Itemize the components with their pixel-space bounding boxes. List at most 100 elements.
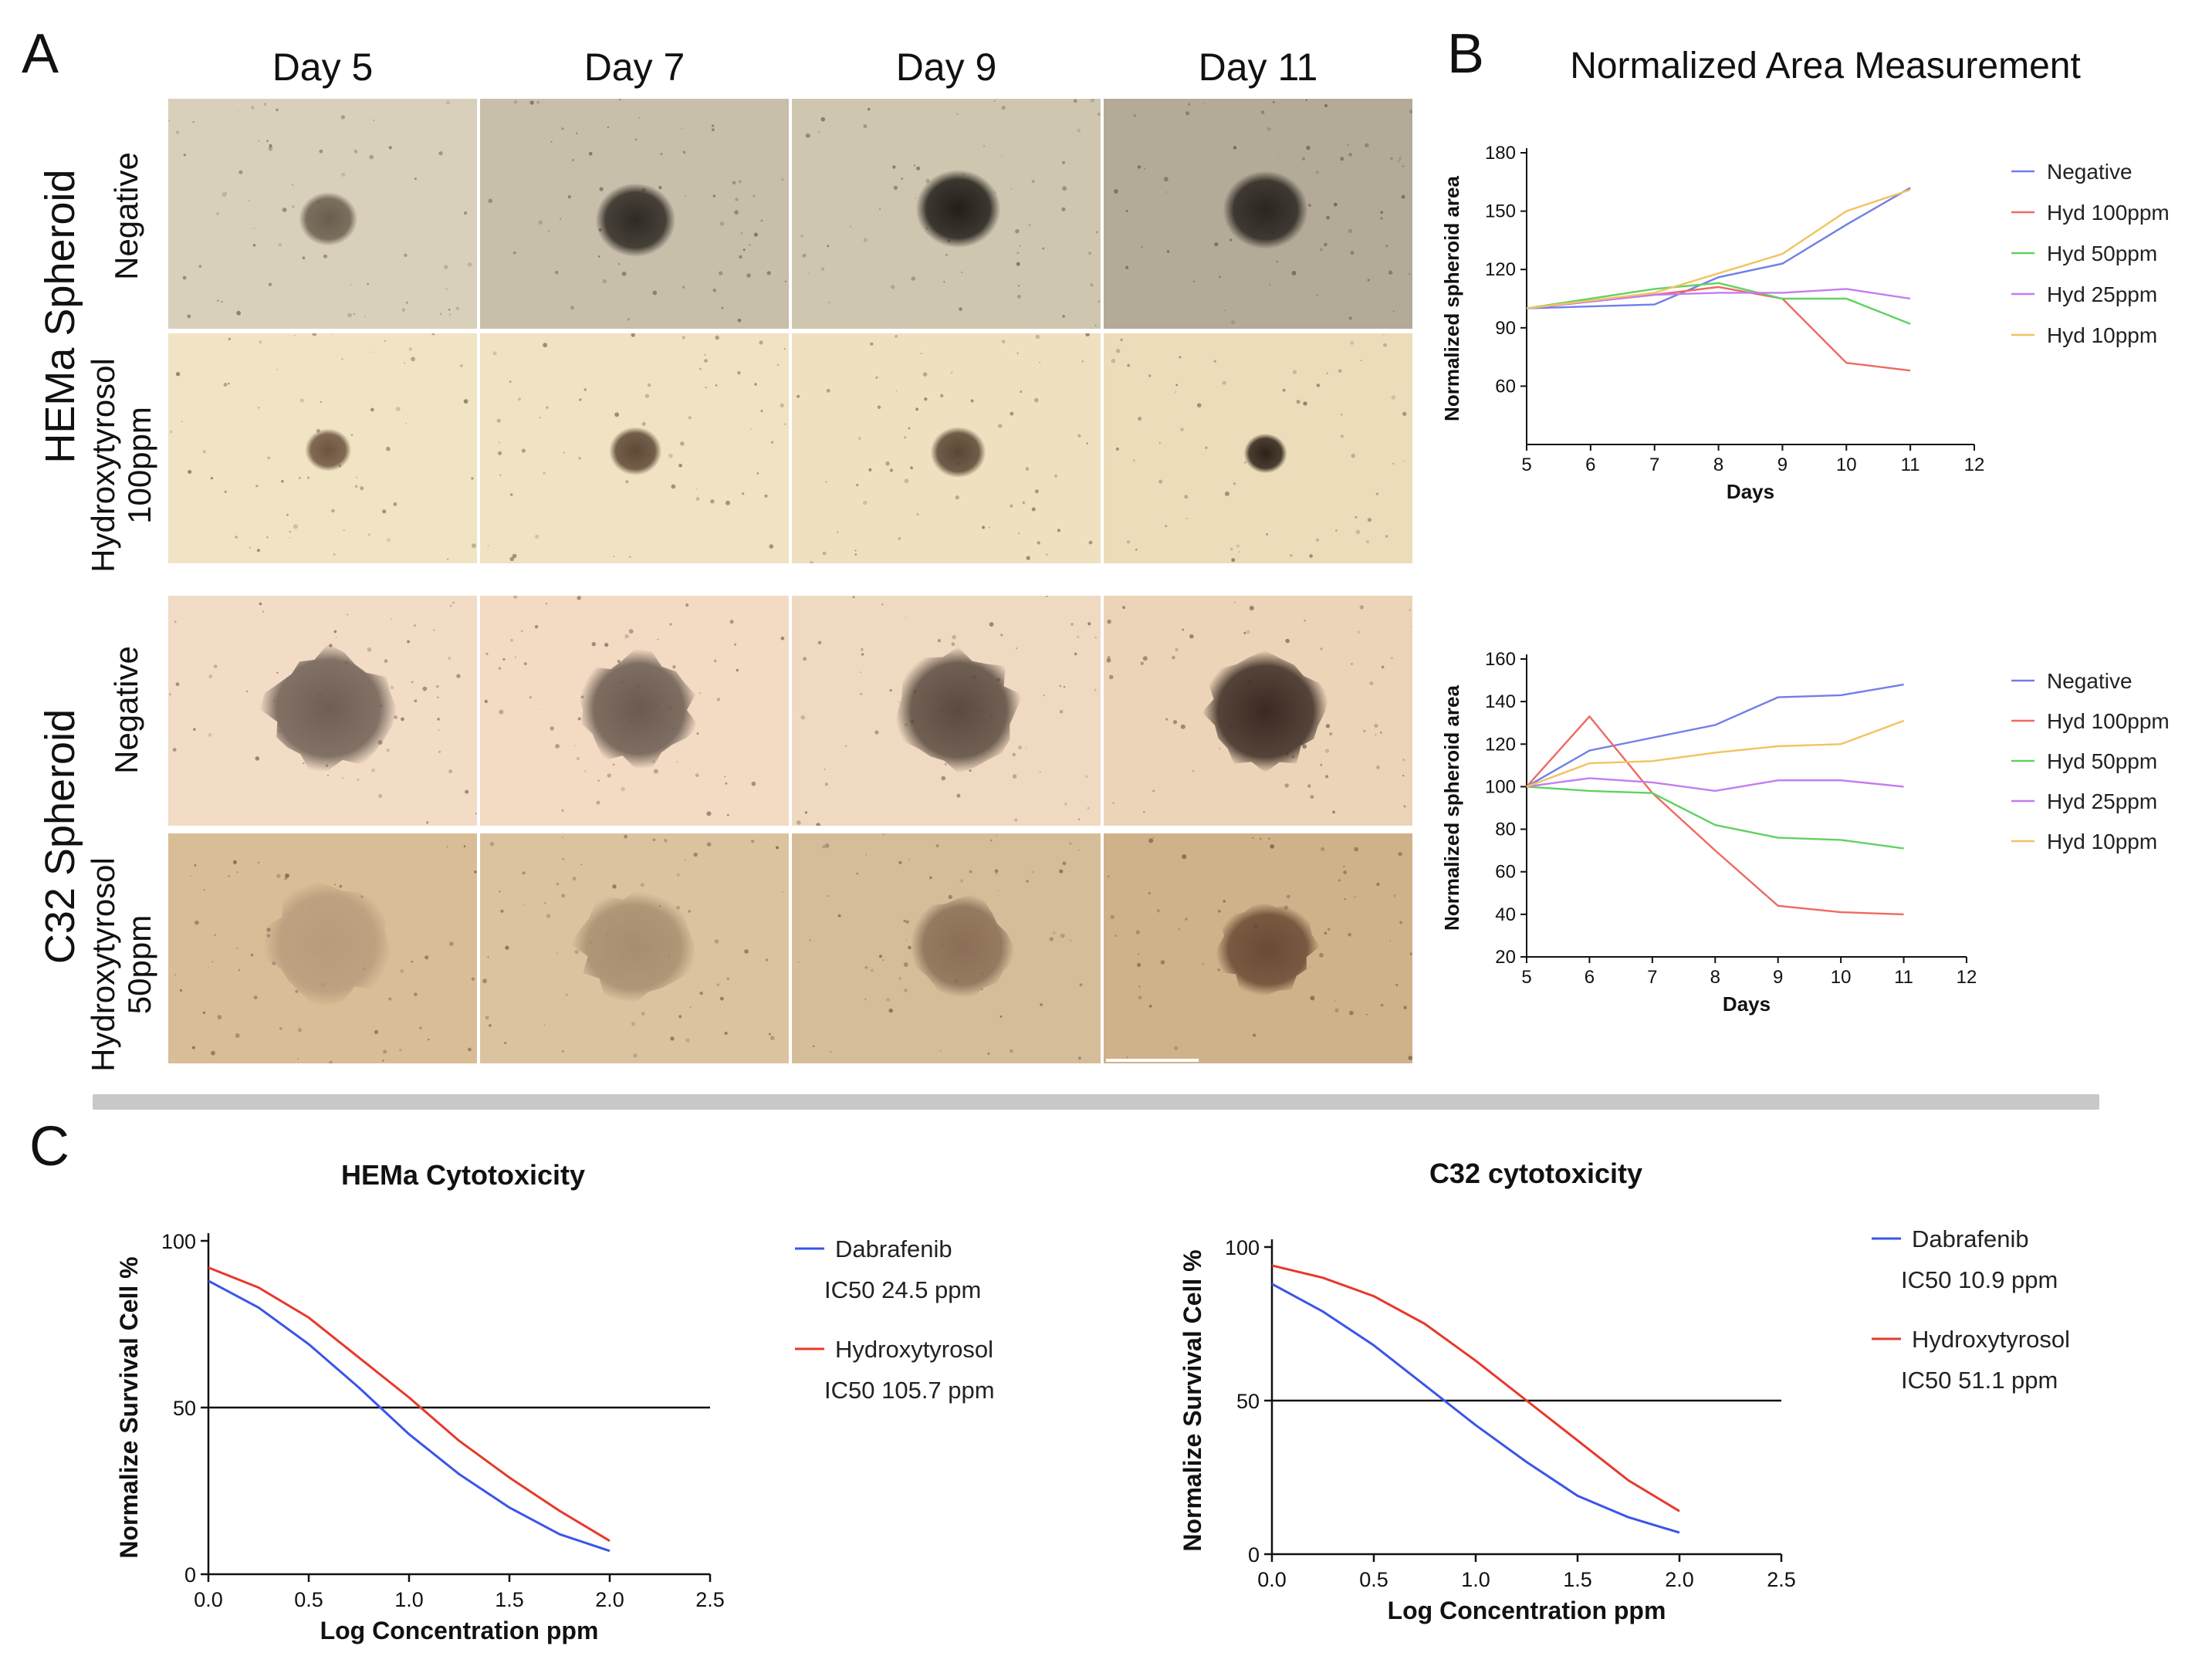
debris-speck xyxy=(889,468,894,472)
debris-speck xyxy=(1077,434,1081,438)
debris-speck xyxy=(1236,544,1240,548)
debris-speck xyxy=(546,914,551,918)
debris-speck xyxy=(888,1008,893,1013)
y-axis-title: Normalize Survival Cell % xyxy=(115,1256,143,1558)
debris-speck xyxy=(367,282,369,286)
debris-speck xyxy=(959,307,962,311)
debris-speck xyxy=(1087,252,1092,255)
debris-speck xyxy=(660,152,663,156)
debris-speck xyxy=(879,208,881,210)
debris-speck xyxy=(449,604,452,607)
debris-speck xyxy=(498,451,502,455)
debris-speck xyxy=(446,846,448,848)
legend-label: Negative xyxy=(2047,160,2133,184)
debris-speck xyxy=(983,144,986,147)
debris-speck xyxy=(387,538,391,542)
debris-speck xyxy=(1192,769,1195,772)
debris-speck xyxy=(216,211,219,215)
debris-speck xyxy=(502,657,506,661)
debris-speck xyxy=(341,172,346,177)
debris-speck xyxy=(343,529,345,532)
debris-speck xyxy=(844,745,847,747)
debris-speck xyxy=(1223,900,1226,903)
x-tick-label: 1.5 xyxy=(1563,1568,1592,1591)
debris-speck xyxy=(676,761,678,763)
spheroid xyxy=(915,170,1001,248)
spheroid xyxy=(578,648,699,769)
debris-speck xyxy=(955,495,959,500)
x-tick-label: 2.0 xyxy=(595,1588,624,1611)
panel-letter-c: C xyxy=(29,1116,69,1178)
debris-speck xyxy=(1380,1003,1384,1007)
debris-speck xyxy=(704,359,708,363)
debris-speck xyxy=(1365,143,1369,148)
debris-speck xyxy=(1393,894,1396,897)
debris-speck xyxy=(903,919,906,923)
debris-speck xyxy=(945,254,948,256)
debris-speck xyxy=(769,544,774,549)
debris-speck xyxy=(474,870,477,874)
debris-speck xyxy=(224,490,227,493)
debris-speck xyxy=(475,812,477,815)
debris-speck xyxy=(487,545,489,547)
debris-speck xyxy=(378,794,383,798)
debris-speck xyxy=(471,543,476,549)
debris-speck xyxy=(459,364,463,367)
debris-speck xyxy=(1365,539,1370,544)
debris-speck xyxy=(612,884,617,889)
debris-speck xyxy=(1046,596,1048,597)
debris-speck xyxy=(754,383,757,386)
series-line-negative xyxy=(1526,187,1911,309)
debris-speck xyxy=(1173,1046,1179,1051)
y-tick-label: 90 xyxy=(1495,318,1516,339)
debris-speck xyxy=(1403,805,1406,808)
row-label-hema-negative: Negative xyxy=(108,152,144,280)
debris-speck xyxy=(1282,388,1286,392)
debris-speck xyxy=(898,977,901,980)
y-axis-title: Normalize Survival Cell % xyxy=(1179,1249,1206,1551)
debris-speck xyxy=(1385,535,1388,538)
debris-speck xyxy=(405,423,408,424)
debris-speck xyxy=(1144,168,1146,170)
series-line-hyd-50ppm xyxy=(1526,282,1911,325)
debris-speck xyxy=(631,1021,636,1026)
debris-speck xyxy=(602,279,607,284)
debris-speck xyxy=(1398,852,1402,857)
debris-speck xyxy=(822,845,826,849)
debris-speck xyxy=(1270,844,1274,849)
debris-speck xyxy=(320,401,322,403)
debris-speck xyxy=(641,1012,645,1016)
debris-speck xyxy=(435,684,439,688)
debris-speck xyxy=(1243,631,1246,634)
debris-speck xyxy=(556,952,559,955)
group-label-c32: C32 Spheroid xyxy=(37,708,83,965)
series-line-hyd-25ppm xyxy=(1526,288,1911,309)
debris-speck xyxy=(682,286,685,289)
debris-speck xyxy=(740,232,743,235)
debris-speck xyxy=(1140,245,1143,248)
debris-speck xyxy=(905,617,907,619)
debris-speck xyxy=(908,427,911,430)
debris-speck xyxy=(597,779,600,782)
debris-speck xyxy=(867,107,871,111)
debris-speck xyxy=(1329,732,1333,735)
ic50-label: IC50 24.5 ppm xyxy=(824,1276,981,1303)
debris-speck xyxy=(1012,752,1016,757)
legend-label: Dabrafenib xyxy=(835,1235,952,1262)
debris-speck xyxy=(1165,525,1168,528)
debris-speck xyxy=(259,340,262,344)
debris-speck xyxy=(916,166,921,171)
debris-speck xyxy=(312,333,317,336)
debris-speck xyxy=(276,108,279,112)
debris-speck xyxy=(800,715,806,720)
chart-title: C32 cytotoxicity xyxy=(1429,1158,1642,1189)
debris-speck xyxy=(253,228,255,229)
debris-speck xyxy=(898,701,900,703)
debris-speck xyxy=(989,839,993,842)
debris-speck xyxy=(567,195,571,199)
debris-speck xyxy=(1344,898,1346,901)
debris-speck xyxy=(915,407,918,411)
row-label-line: 50ppm xyxy=(121,914,158,1015)
debris-speck xyxy=(179,989,183,992)
debris-speck xyxy=(711,124,715,127)
